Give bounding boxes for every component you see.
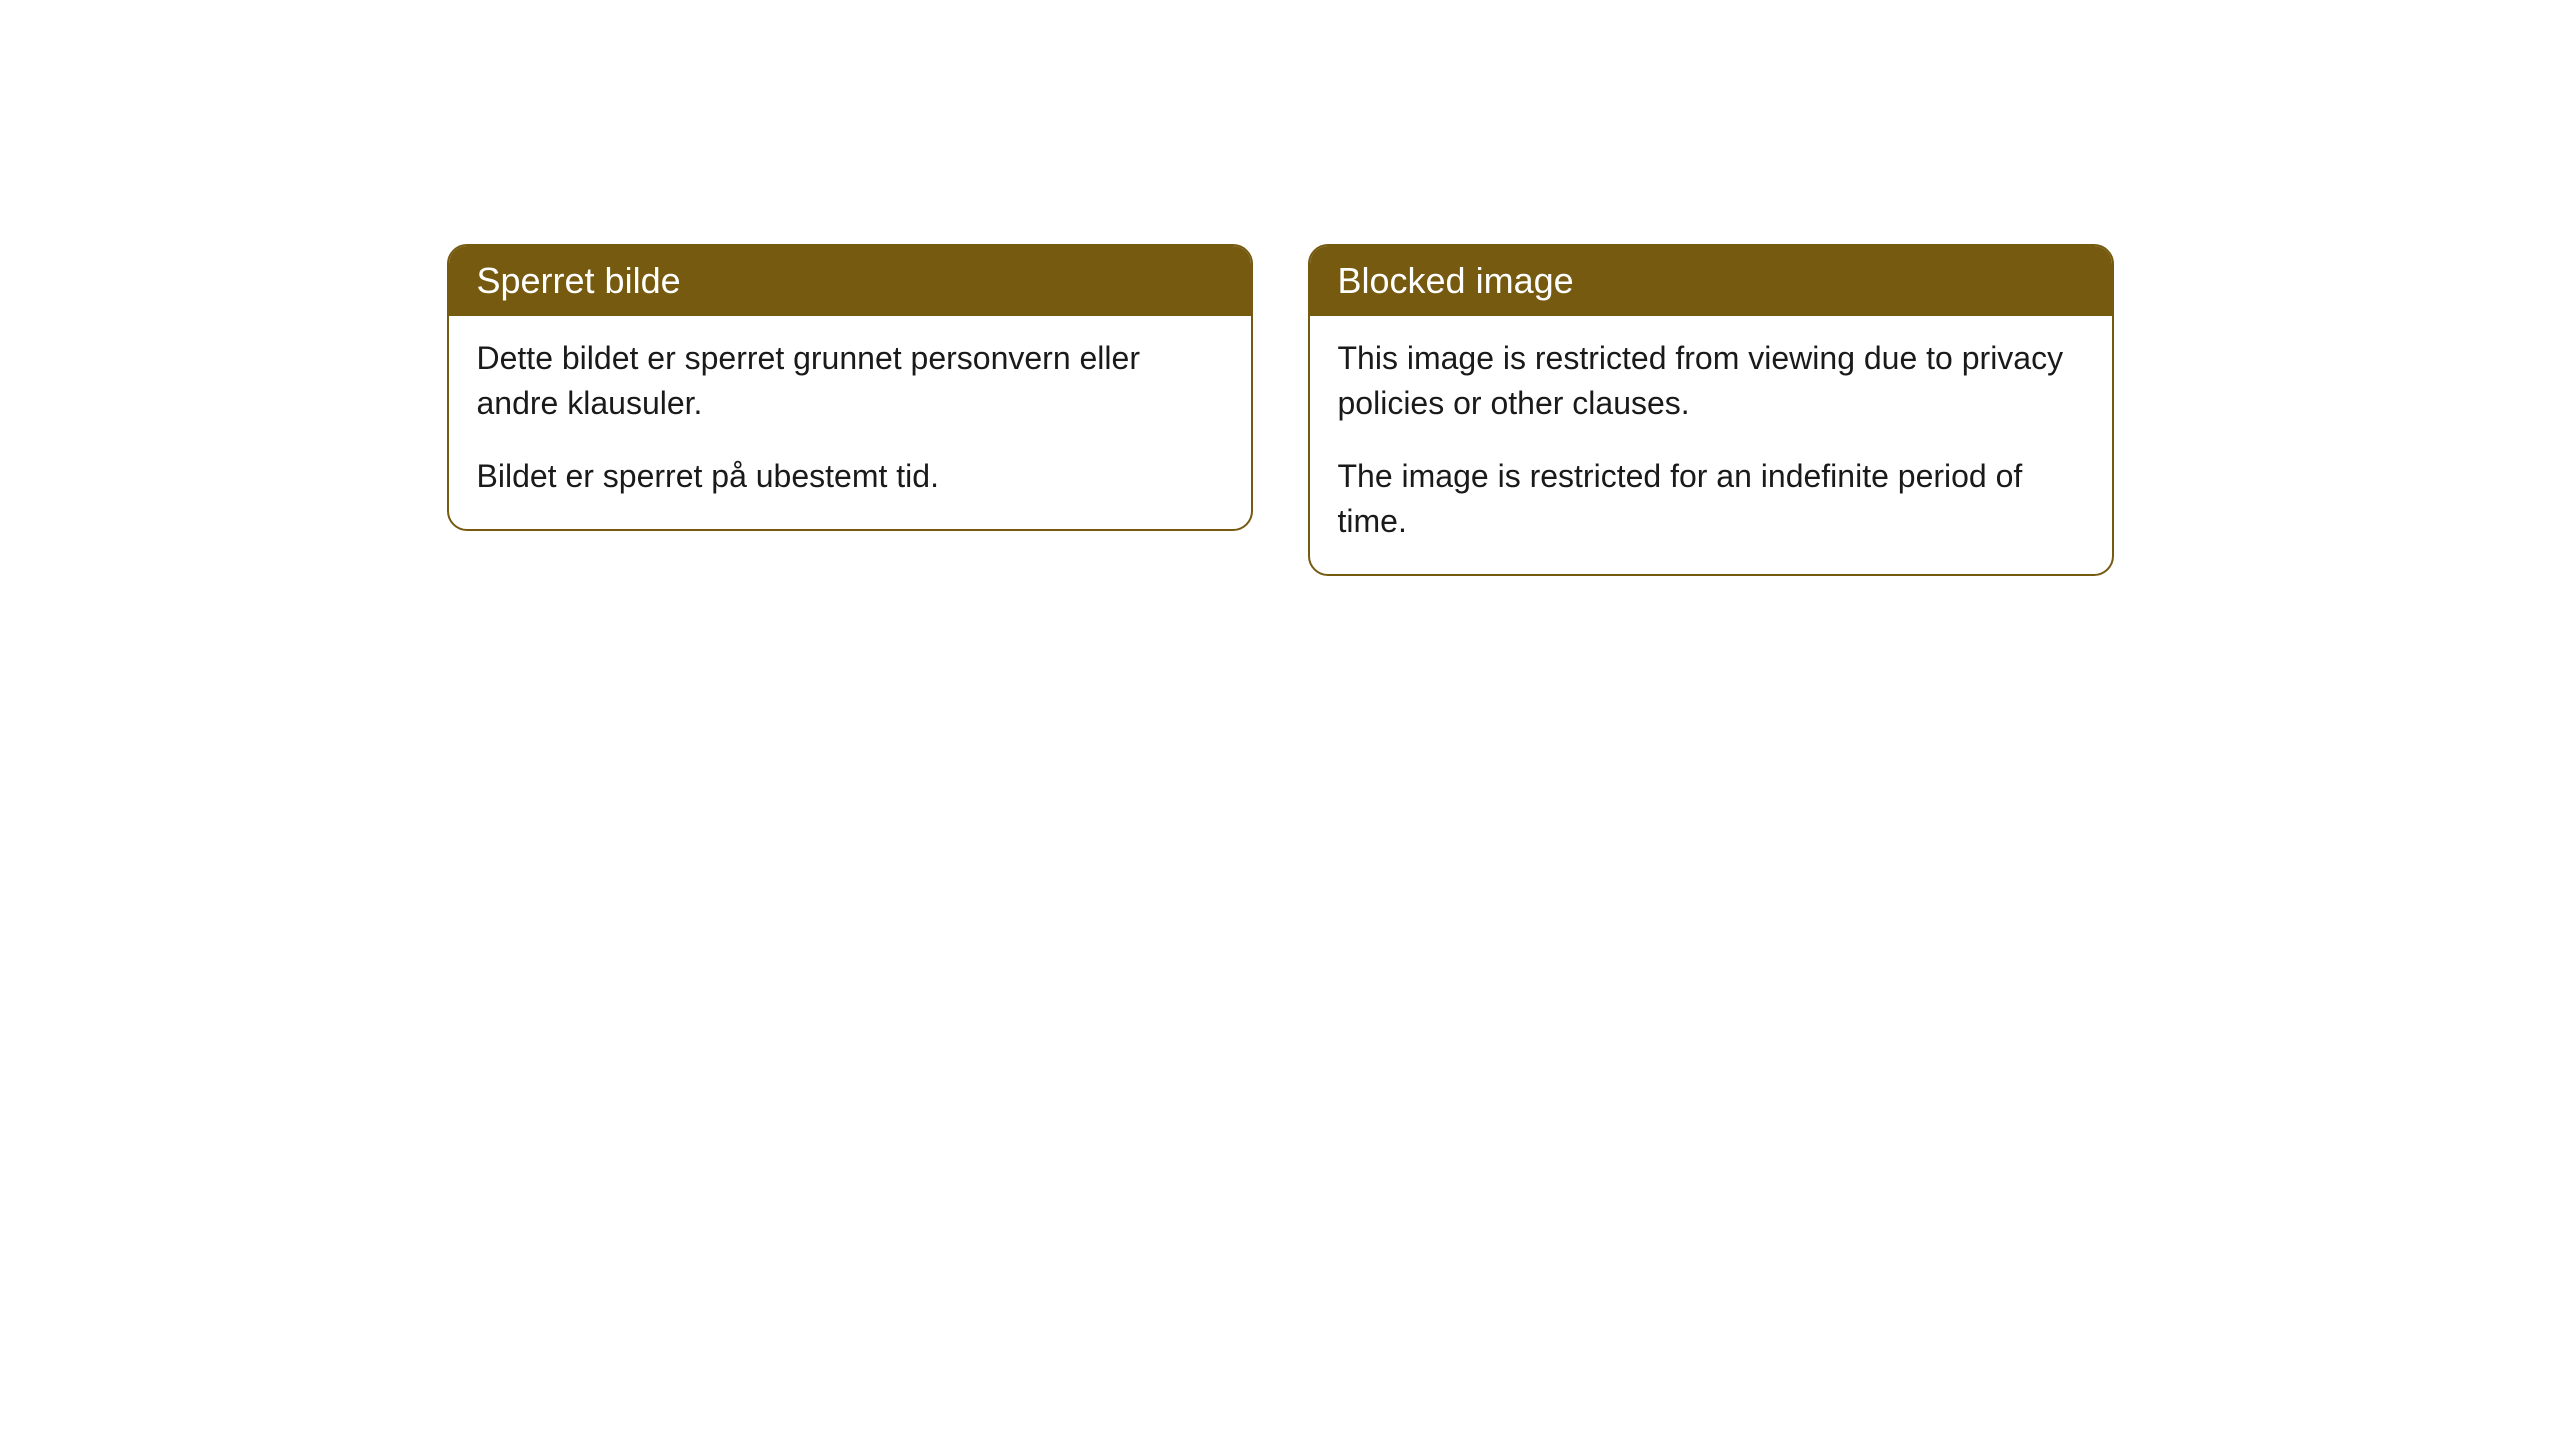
blocked-image-card-english: Blocked image This image is restricted f… (1308, 244, 2114, 576)
card-header: Blocked image (1310, 246, 2112, 316)
card-header: Sperret bilde (449, 246, 1251, 316)
card-paragraph: This image is restricted from viewing du… (1338, 336, 2084, 426)
card-body: This image is restricted from viewing du… (1310, 316, 2112, 573)
card-title: Sperret bilde (477, 260, 681, 301)
card-paragraph: The image is restricted for an indefinit… (1338, 454, 2084, 544)
card-title: Blocked image (1338, 260, 1574, 301)
card-paragraph: Dette bildet er sperret grunnet personve… (477, 336, 1223, 426)
blocked-image-card-norwegian: Sperret bilde Dette bildet er sperret gr… (447, 244, 1253, 531)
card-paragraph: Bildet er sperret på ubestemt tid. (477, 454, 1223, 499)
card-body: Dette bildet er sperret grunnet personve… (449, 316, 1251, 528)
